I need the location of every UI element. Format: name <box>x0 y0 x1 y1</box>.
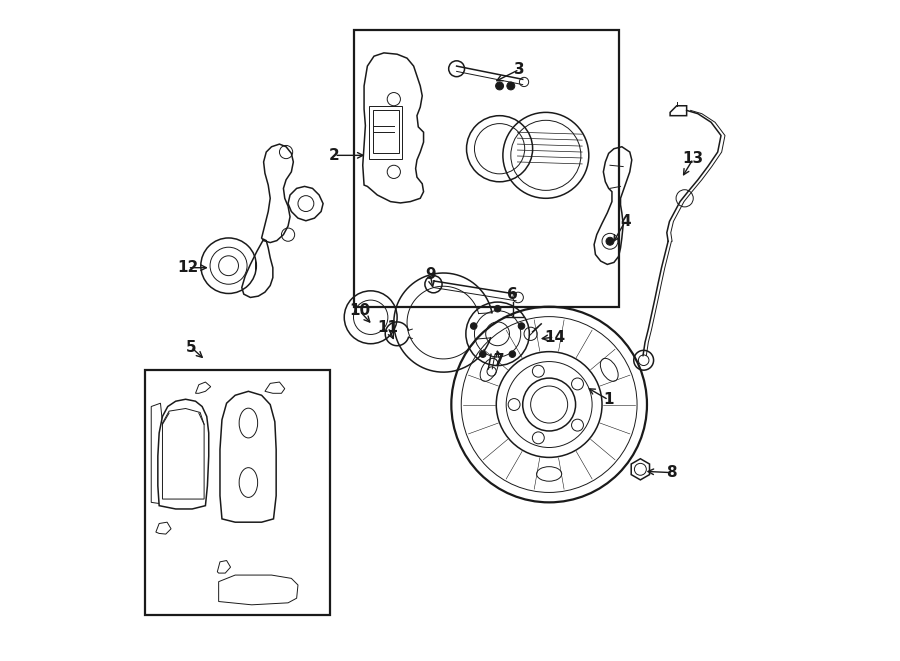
Text: 7: 7 <box>494 353 505 368</box>
Text: 9: 9 <box>425 267 436 282</box>
Circle shape <box>507 82 515 90</box>
Circle shape <box>509 351 516 358</box>
Text: 11: 11 <box>377 320 399 334</box>
Polygon shape <box>158 399 209 509</box>
Polygon shape <box>163 408 204 499</box>
Polygon shape <box>151 403 163 504</box>
Circle shape <box>496 82 503 90</box>
Polygon shape <box>631 459 650 480</box>
Text: 2: 2 <box>329 148 339 163</box>
Polygon shape <box>219 575 298 605</box>
Circle shape <box>494 305 501 312</box>
Text: 5: 5 <box>185 340 196 354</box>
Circle shape <box>606 237 614 245</box>
Bar <box>369 106 402 159</box>
Text: 13: 13 <box>683 151 704 166</box>
Circle shape <box>518 323 525 329</box>
Polygon shape <box>220 391 276 522</box>
Text: 3: 3 <box>514 62 525 77</box>
Bar <box>373 110 399 153</box>
Circle shape <box>471 323 477 329</box>
Text: 10: 10 <box>349 303 370 318</box>
Text: 1: 1 <box>603 393 614 407</box>
Text: 12: 12 <box>177 260 198 275</box>
Text: 6: 6 <box>508 287 518 301</box>
Circle shape <box>480 351 486 358</box>
Text: 14: 14 <box>544 330 565 344</box>
Bar <box>355 30 618 307</box>
Text: 4: 4 <box>620 214 631 229</box>
Bar <box>145 370 329 615</box>
Text: 8: 8 <box>666 465 677 480</box>
